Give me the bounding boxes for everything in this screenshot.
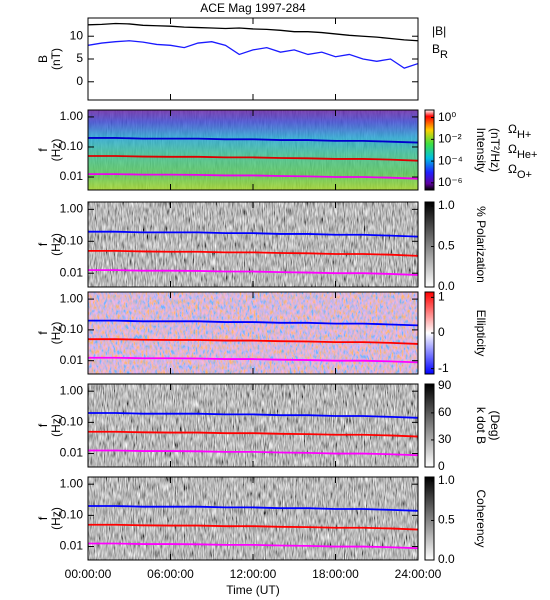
y-axis-label: B (36, 55, 50, 63)
data-line (88, 430, 418, 438)
colorbar-tick-label: 10⁰ (438, 110, 456, 124)
plot-frame (87, 17, 419, 101)
x-tick-label: 06:00:00 (147, 567, 194, 581)
y-tick-label: 1.00 (60, 383, 84, 397)
colorbar-tick-label: 0.5 (438, 513, 455, 527)
colorbar-label: % Polarization (474, 206, 488, 283)
legend-entry: ΩH+ (508, 122, 531, 141)
data-line (88, 412, 418, 419)
y-tick-label: 0 (76, 74, 83, 88)
colorbar-tick-label: 10⁻⁴ (438, 153, 463, 167)
colorbar-tick-label: 10⁻² (438, 132, 462, 146)
colorbar-tick-label: 0.5 (438, 239, 455, 253)
data-line (88, 542, 418, 550)
data-line (88, 505, 418, 512)
y-axis-label: f (36, 148, 50, 152)
colorbar-tick-label: 0.0 (438, 279, 455, 293)
y-tick-label: 0.01 (60, 353, 84, 367)
y-tick-label: 0.10 (60, 322, 84, 336)
colorbar-tick-label: 30 (438, 432, 452, 446)
y-tick-label: 10 (70, 28, 84, 42)
colorbar-tick-label: 60 (438, 405, 452, 419)
colorbar-label: (nT²/Hz) (488, 128, 502, 172)
data-line (88, 22, 418, 42)
y-tick-label: 0.10 (60, 508, 84, 522)
colorbar-label: (Deg) (488, 410, 502, 440)
y-tick-label: 1.00 (60, 291, 84, 305)
data-line (88, 40, 418, 69)
colorbar-tick-label: 1 (438, 290, 445, 304)
colorbar-tick-label: 1.0 (438, 198, 455, 212)
legend-entry: |B| (432, 24, 446, 38)
x-tick-label: 18:00:00 (312, 567, 359, 581)
y-axis-label: f (36, 331, 50, 335)
y-tick-label: 0.01 (60, 446, 84, 460)
data-line (88, 137, 418, 144)
colorbar-label: k dot B (474, 407, 488, 444)
x-tick-label: 12:00:00 (230, 567, 277, 581)
colorbar (424, 109, 435, 191)
y-tick-label: 5 (76, 51, 83, 65)
colorbar-label: Coherency (474, 489, 488, 547)
data-line (88, 250, 418, 257)
colorbar (424, 476, 435, 561)
y-tick-label: 1.00 (60, 202, 84, 216)
y-tick-label: 0.01 (60, 539, 84, 553)
colorbar-tick-label: 0 (438, 459, 445, 473)
legend-entry: ΩO+ (508, 162, 532, 181)
colorbar (424, 383, 435, 468)
x-tick-label: 00:00:00 (65, 567, 112, 581)
y-tick-label: 0.01 (60, 265, 84, 279)
colorbar-tick-label: -1 (438, 361, 449, 375)
y-tick-label: 0.10 (60, 233, 84, 247)
y-axis-label: (Hz) (49, 233, 63, 256)
colorbar-label: Ellipticity (474, 310, 488, 357)
colorbar-tick-label: 90 (438, 378, 452, 392)
y-tick-label: 0.10 (60, 139, 84, 153)
y-axis-label: (Hz) (49, 414, 63, 437)
data-line (88, 523, 418, 531)
y-tick-label: 1.00 (60, 109, 84, 123)
y-axis-label: f (36, 242, 50, 246)
x-axis-label: Time (UT) (226, 583, 280, 597)
data-line (88, 155, 418, 162)
y-tick-label: 1.00 (60, 476, 84, 490)
y-axis-label: (nT) (49, 48, 63, 70)
data-line (88, 173, 418, 180)
y-axis-label: f (36, 516, 50, 520)
data-line (88, 338, 418, 345)
y-tick-label: 0.01 (60, 169, 84, 183)
data-line (88, 269, 418, 276)
legend-entry: BR (432, 42, 448, 61)
y-axis-label: (Hz) (49, 507, 63, 530)
x-tick-label: 24:00:00 (395, 567, 442, 581)
y-tick-label: 0.10 (60, 415, 84, 429)
colorbar-label: Intensity (474, 128, 488, 173)
colorbar-tick-label: 10⁻⁶ (438, 175, 463, 189)
colorbar-tick-label: 0.0 (438, 552, 455, 566)
legend-entry: ΩHe+ (508, 142, 537, 161)
y-axis-label: (Hz) (49, 139, 63, 162)
y-axis-label: (Hz) (49, 322, 63, 345)
colorbar (424, 201, 435, 288)
data-line (88, 230, 418, 238)
y-axis-label: f (36, 423, 50, 427)
data-line (88, 449, 418, 457)
data-line (88, 356, 418, 364)
colorbar-tick-label: 0 (438, 325, 445, 339)
data-line (88, 319, 418, 327)
chart-title: ACE Mag 1997-284 (200, 1, 306, 15)
colorbar-tick-label: 1.0 (438, 473, 455, 487)
